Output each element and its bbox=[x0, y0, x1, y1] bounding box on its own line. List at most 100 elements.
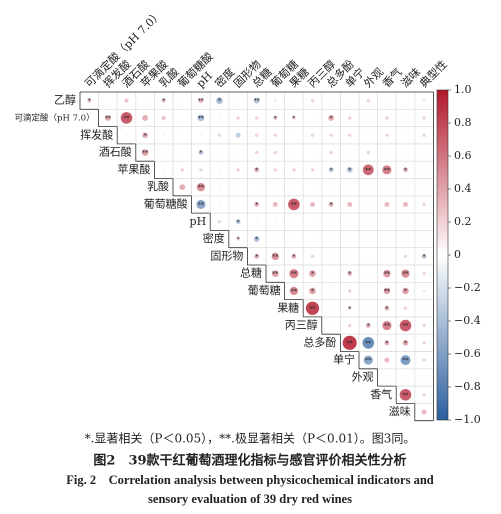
caption-en: sensory evaluation of 39 dry red wines bbox=[148, 492, 352, 506]
correlation-circle bbox=[237, 99, 239, 102]
correlation-circle bbox=[423, 376, 425, 379]
correlation-circle bbox=[293, 238, 295, 240]
correlation-circle bbox=[403, 201, 408, 207]
colorbar-label: 1.0 bbox=[454, 83, 472, 96]
correlation-circle bbox=[292, 168, 296, 172]
significance: * bbox=[311, 288, 314, 295]
correlation-circle bbox=[236, 237, 240, 241]
correlation-circle bbox=[311, 220, 314, 223]
correlation-circle bbox=[253, 236, 260, 242]
colorbar-label: 0.8 bbox=[454, 116, 472, 129]
correlation-circle bbox=[402, 287, 409, 295]
correlation-circle bbox=[423, 307, 425, 310]
correlation-circle bbox=[367, 203, 370, 206]
correlation-circle bbox=[273, 133, 277, 137]
significance: * bbox=[237, 237, 240, 244]
correlation-circle bbox=[384, 340, 390, 346]
border bbox=[116, 126, 136, 145]
correlation-circle bbox=[383, 269, 391, 278]
significance: * bbox=[255, 167, 258, 174]
row-label: pH bbox=[190, 215, 207, 228]
correlation-circle bbox=[273, 115, 278, 121]
correlation-circle bbox=[125, 134, 128, 137]
row-label: 香气 bbox=[370, 387, 392, 401]
correlation-circle bbox=[162, 134, 165, 137]
correlation-circle bbox=[423, 220, 425, 223]
correlation-circle bbox=[237, 151, 239, 154]
correlation-circle bbox=[310, 254, 315, 259]
correlation-circle bbox=[289, 269, 299, 279]
border bbox=[247, 247, 266, 266]
correlation-circle bbox=[367, 238, 370, 240]
correlation-circle bbox=[293, 186, 295, 188]
colorbar-label: −0.4 bbox=[454, 314, 481, 327]
row-label: 乳酸 bbox=[147, 179, 169, 193]
correlation-circle bbox=[328, 115, 335, 121]
correlation-circle bbox=[363, 355, 373, 365]
colorbar bbox=[436, 89, 449, 421]
significance: * bbox=[218, 98, 221, 105]
correlation-circle bbox=[367, 290, 370, 292]
correlation-circle bbox=[421, 253, 427, 259]
correlation-circle bbox=[422, 202, 426, 207]
correlation-circle bbox=[383, 287, 391, 295]
correlation-circle bbox=[384, 305, 390, 311]
correlation-circle bbox=[386, 220, 388, 223]
border bbox=[154, 161, 173, 179]
correlation-circle bbox=[272, 201, 278, 207]
correlation-circle bbox=[401, 269, 410, 278]
border bbox=[265, 265, 285, 283]
correlation-circle bbox=[400, 355, 411, 366]
significance: ** bbox=[365, 167, 371, 174]
row-label: 总糖 bbox=[240, 266, 262, 280]
significance: ** bbox=[291, 202, 297, 209]
correlation-circle bbox=[293, 99, 295, 102]
correlation-circle bbox=[422, 289, 426, 293]
row-label: 酒石酸 bbox=[99, 145, 132, 159]
column-label: 葡萄糖酸 bbox=[175, 49, 216, 90]
correlation-circle bbox=[309, 287, 316, 295]
significance: ** bbox=[105, 115, 111, 122]
border bbox=[172, 178, 192, 197]
significance: ** bbox=[403, 392, 409, 399]
border bbox=[98, 109, 118, 127]
significance: * bbox=[199, 150, 202, 157]
significance: ** bbox=[384, 271, 390, 278]
correlation-circle bbox=[144, 99, 146, 102]
significance: * bbox=[385, 306, 388, 313]
border bbox=[321, 316, 341, 335]
correlation-circle bbox=[273, 150, 277, 155]
correlation-circle bbox=[255, 133, 259, 137]
correlation-circle bbox=[198, 98, 204, 104]
correlation-circle bbox=[255, 220, 258, 223]
row-label: 果糖 bbox=[277, 300, 299, 314]
significance: * bbox=[330, 167, 333, 174]
correlation-circle bbox=[330, 290, 332, 292]
correlation-circle bbox=[104, 115, 111, 121]
correlation-circle bbox=[218, 186, 221, 188]
correlation-circle bbox=[271, 270, 279, 277]
colorbar-label: −1.0 bbox=[454, 413, 481, 426]
significance: ** bbox=[198, 185, 204, 192]
correlation-circle bbox=[311, 151, 314, 154]
row-label: 固形物 bbox=[210, 248, 243, 262]
colorbar-label: 0 bbox=[454, 248, 461, 261]
colorbar-label: −0.6 bbox=[454, 347, 481, 360]
row-label: 单宁 bbox=[333, 352, 355, 366]
correlation-circle bbox=[330, 272, 332, 275]
correlation-circle bbox=[181, 151, 184, 154]
correlation-circle bbox=[196, 199, 206, 210]
significance: ** bbox=[142, 150, 148, 157]
correlation-circle bbox=[274, 186, 277, 188]
significance: ** bbox=[198, 115, 204, 122]
significance: * bbox=[255, 254, 258, 261]
border bbox=[302, 299, 322, 318]
correlation-circle bbox=[348, 255, 351, 258]
significance: * bbox=[255, 202, 258, 209]
correlation-circle bbox=[273, 168, 277, 172]
border bbox=[209, 213, 229, 231]
correlation-circle bbox=[367, 186, 370, 188]
correlation-circle bbox=[382, 320, 392, 331]
correlation-circle bbox=[254, 201, 260, 207]
